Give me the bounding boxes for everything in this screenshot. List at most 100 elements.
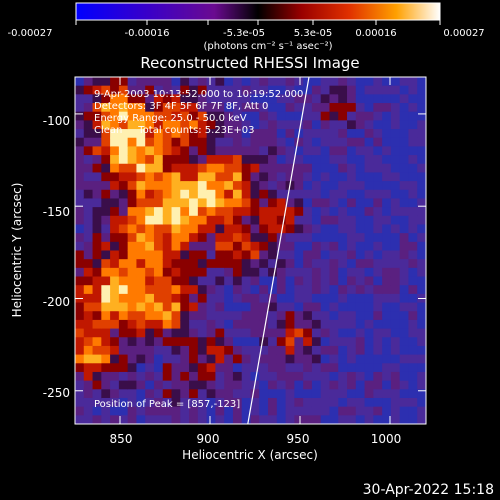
heatmap-cell <box>259 215 269 226</box>
heatmap-cell <box>390 345 401 356</box>
heatmap-cell <box>390 129 401 139</box>
heatmap-cell <box>215 172 225 182</box>
heatmap-cell <box>268 319 278 330</box>
heatmap-cell <box>215 146 225 156</box>
heatmap-cell <box>294 198 304 208</box>
heatmap-cell <box>355 354 366 364</box>
heatmap-cell <box>224 319 234 330</box>
heatmap-cell <box>118 363 129 373</box>
heatmap-cell <box>390 328 401 338</box>
heatmap-cell <box>285 250 295 260</box>
heatmap-cell <box>338 207 348 217</box>
heatmap-cell <box>355 337 366 347</box>
heatmap-cell <box>110 345 120 356</box>
heatmap-cell <box>153 371 164 382</box>
heatmap-cell <box>364 85 374 95</box>
heatmap-cell <box>92 380 102 390</box>
heatmap-cell <box>92 224 102 234</box>
heatmap-cell <box>347 389 357 399</box>
heatmap-cell <box>373 276 383 286</box>
heatmap-cell <box>382 389 392 399</box>
heatmap-cell <box>189 293 199 304</box>
heatmap-cell <box>110 371 120 382</box>
heatmap-cell <box>241 415 252 424</box>
heatmap-cell <box>347 111 357 121</box>
heatmap-cell <box>311 259 322 269</box>
heatmap-cell <box>162 311 173 321</box>
heatmap-cell <box>83 267 94 278</box>
heatmap-cell <box>408 233 418 243</box>
heatmap-cell <box>118 85 129 95</box>
heatmap-cell <box>215 77 225 87</box>
heatmap-cell <box>110 103 120 113</box>
heatmap-cell <box>83 77 94 87</box>
heatmap-cell <box>241 207 252 217</box>
heatmap-cell <box>118 137 129 148</box>
heatmap-cell <box>329 207 339 217</box>
heatmap-cell <box>347 215 357 226</box>
heatmap-cell <box>171 302 181 312</box>
heatmap-cell <box>259 406 269 416</box>
heatmap-cell <box>171 94 181 104</box>
heatmap-cell <box>382 111 392 121</box>
heatmap-cell <box>101 146 111 156</box>
heatmap-cell <box>83 337 94 347</box>
heatmap-cell <box>417 241 426 252</box>
heatmap-cell <box>364 207 374 217</box>
heatmap-cell <box>232 276 243 286</box>
heatmap-cell <box>347 371 357 382</box>
heatmap-cell <box>101 328 111 338</box>
heatmap-cell <box>180 415 190 424</box>
heatmap-cell <box>268 302 278 312</box>
heatmap-cell <box>294 215 304 226</box>
heatmap-cell <box>197 250 208 260</box>
heatmap-cell <box>417 250 426 260</box>
heatmap-cell <box>285 215 295 226</box>
heatmap-cell <box>311 163 322 174</box>
heatmap-cell <box>250 241 260 252</box>
heatmap-cell <box>118 181 129 191</box>
heatmap-cell <box>83 250 94 260</box>
heatmap-cell <box>241 85 252 95</box>
heatmap-cell <box>311 85 322 95</box>
heatmap-cell <box>373 181 383 191</box>
heatmap-cell <box>329 85 339 95</box>
heatmap-cell <box>268 363 278 373</box>
heatmap-cell <box>75 129 85 139</box>
heatmap-cell <box>110 233 120 243</box>
heatmap-cell <box>373 189 383 200</box>
heatmap-cell <box>338 215 348 226</box>
heatmap-cell <box>127 155 138 165</box>
heatmap-cell <box>373 363 383 373</box>
heatmap-cell <box>180 267 190 278</box>
heatmap-cell <box>241 311 252 321</box>
heatmap-cell <box>311 328 322 338</box>
heatmap-cell <box>189 406 199 416</box>
heatmap-cell <box>224 363 234 373</box>
heatmap-cell <box>224 302 234 312</box>
heatmap-cell <box>110 406 120 416</box>
heatmap-cell <box>294 302 304 312</box>
heatmap-cell <box>320 146 331 156</box>
heatmap-cell <box>145 276 155 286</box>
heatmap-cell <box>329 120 339 130</box>
heatmap-cell <box>259 337 269 347</box>
heatmap-cell <box>399 155 410 165</box>
heatmap-cell <box>347 259 357 269</box>
heatmap-cell <box>250 137 260 148</box>
heatmap-cell <box>364 233 374 243</box>
heatmap-cell <box>136 198 146 208</box>
heatmap-cell <box>101 137 111 148</box>
heatmap-cell <box>145 94 155 104</box>
heatmap-cell <box>259 302 269 312</box>
heatmap-cell <box>241 215 252 226</box>
heatmap-cell <box>338 337 348 347</box>
heatmap-cell <box>215 111 225 121</box>
heatmap-cell <box>232 120 243 130</box>
heatmap-cell <box>268 241 278 252</box>
heatmap-cell <box>294 267 304 278</box>
heatmap-cell <box>399 163 410 174</box>
heatmap-cell <box>338 137 348 148</box>
heatmap-cell <box>382 267 392 278</box>
heatmap-cell <box>206 328 217 338</box>
